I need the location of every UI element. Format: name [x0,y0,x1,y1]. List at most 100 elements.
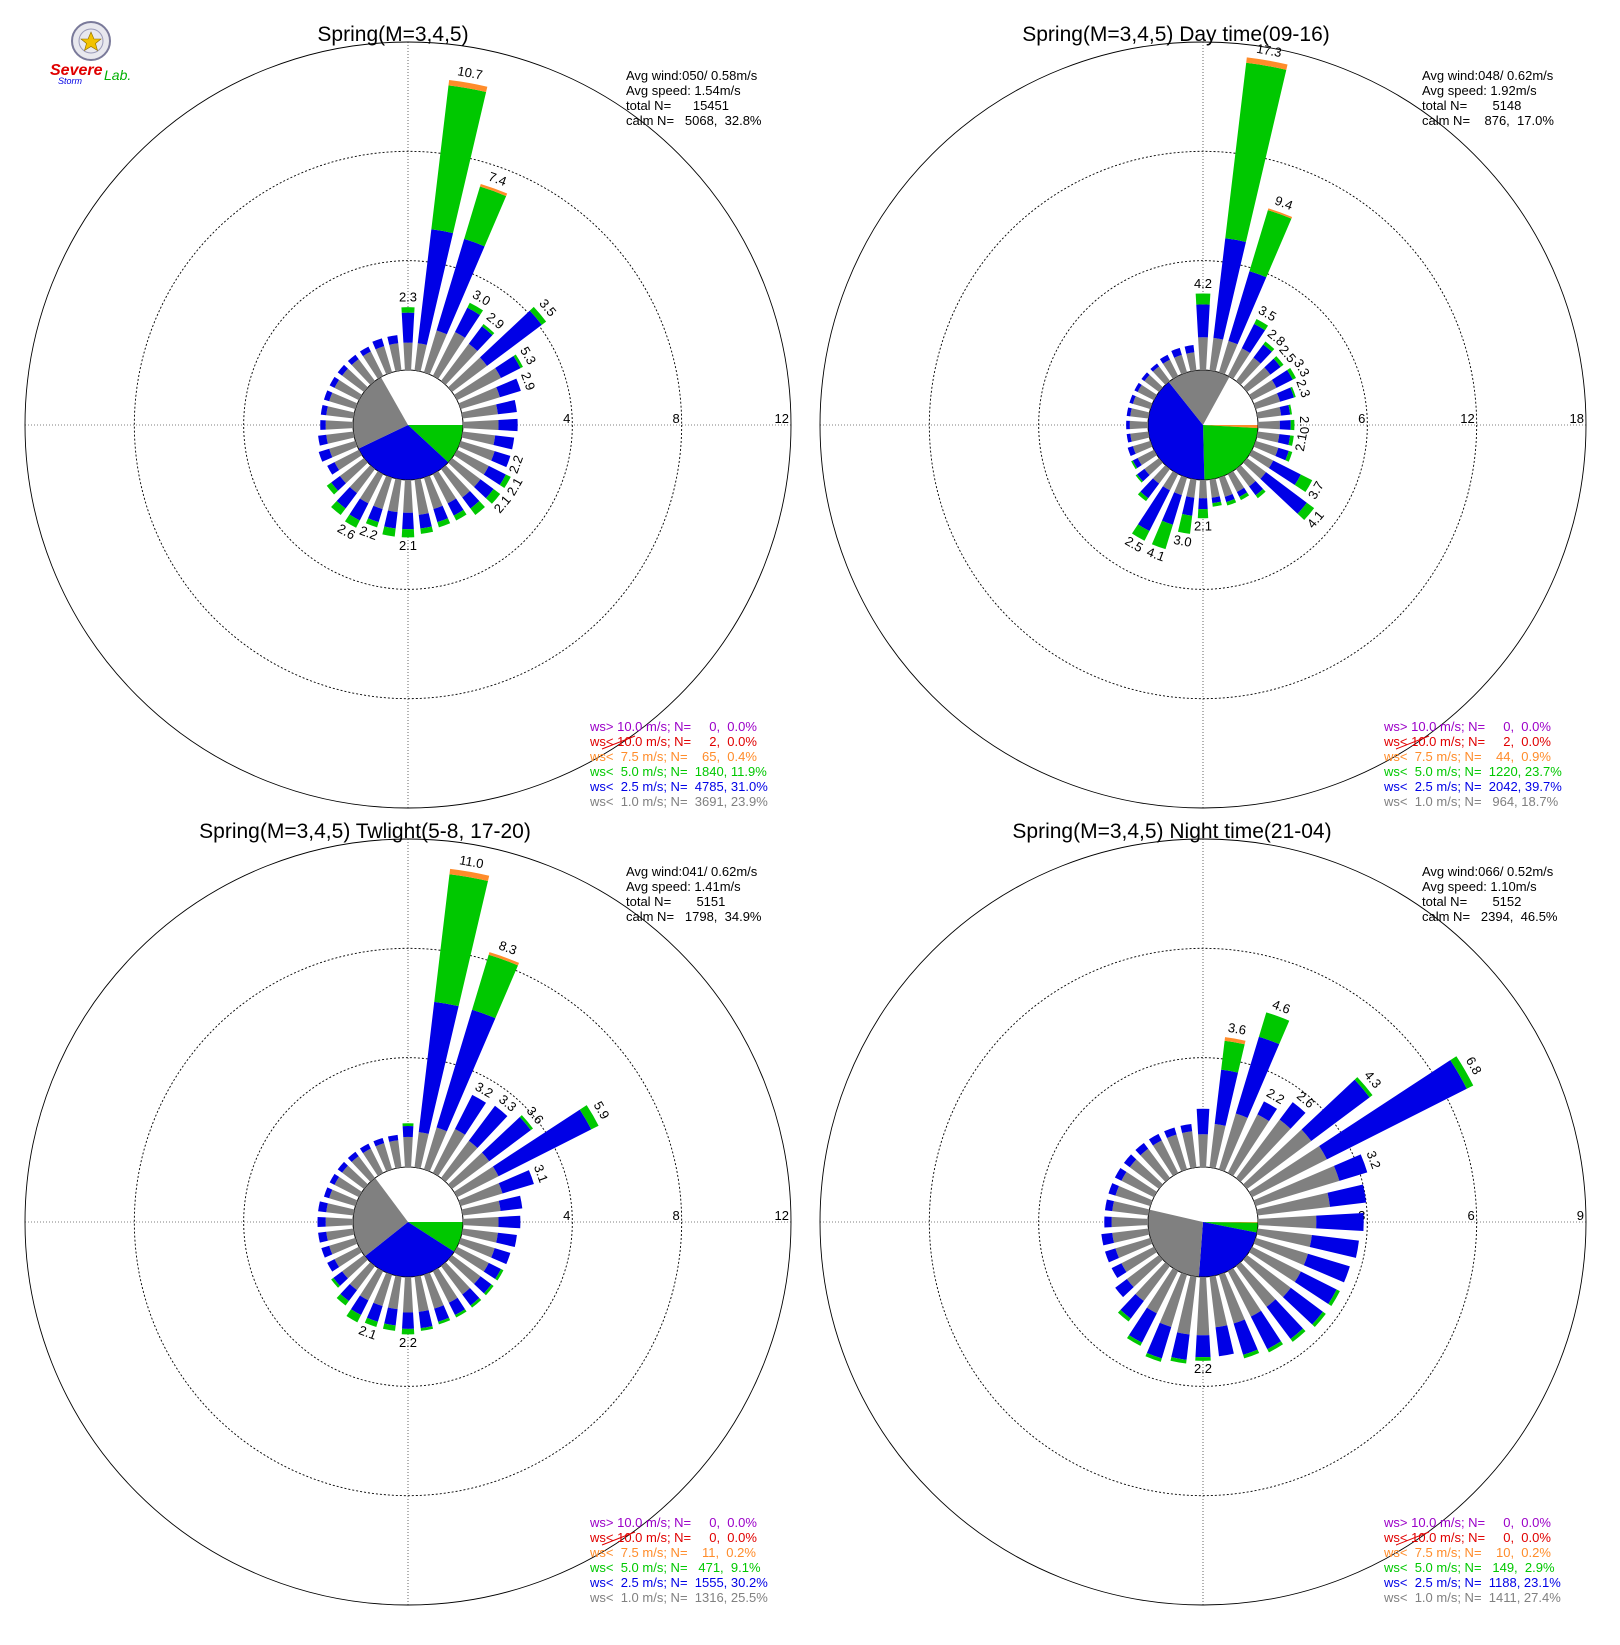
sector-bar-lt25 [1228,271,1267,345]
sector-label: 2.0 [1297,416,1312,434]
windrose-panel-2: 6 12 184.217.39.43.52.82.53.32.32.02.13.74… [819,23,1587,809]
sector-bar-lt10 [351,359,376,385]
range-ring [928,150,1478,700]
sector-bar-lt10 [1243,1254,1291,1298]
sector-bar-lt10 [359,1268,384,1301]
sector-bar-lt50 [1195,1356,1211,1361]
sector-bar-lt50 [438,1317,451,1325]
sector-bar-lt25 [333,1271,348,1286]
sector-bar-lt10 [1166,1134,1188,1172]
sector-bar-lt25 [1277,434,1291,446]
sector-bar-lt25 [436,238,485,335]
sector-bar-lt25 [401,312,415,343]
severe-storm-lab-logo: Severe Storm Lab. [50,21,131,86]
sector-bar-lt25 [340,1284,358,1302]
sector-bar-lt25 [1196,1108,1210,1135]
sector-bar-lt25 [1211,496,1221,504]
sector-bar-lt10 [454,1166,499,1198]
sector-label: 2.2 [1194,1361,1212,1376]
sector-bar-lt25 [347,354,359,365]
sector-bar-lt25 [1171,1332,1190,1360]
legend-strike-mark [1395,735,1430,750]
ring-label: 18 [1570,411,1584,426]
legend-strike-mark [601,1531,636,1546]
sector-bar-lt25 [372,338,385,350]
sector-bar-lt25 [496,399,517,415]
sector-bar-lt10 [1198,1134,1208,1168]
sector-bar-lt50 [483,1284,494,1296]
sector-bar-lt50 [331,1277,341,1288]
range-ring [243,260,573,590]
sector-bar-lt10 [325,420,354,430]
sector-bar-lt10 [1257,1215,1317,1229]
sector-bar-lt10 [432,1268,458,1303]
logo-seal-inner-ring [78,28,104,54]
windrose-panels: 4 8 122.310.77.43.02.93.55.32.92.22.12.12.… [24,23,1587,1606]
legend-strike-mark [1395,1531,1430,1546]
sector-bar-lt10 [334,379,362,401]
ring-label: 8 [672,1208,679,1223]
sector-bar-lt10 [1152,366,1171,385]
sector-bar-lt10 [1162,471,1179,491]
sector-bar-lt50 [1290,386,1296,398]
sector-bar-lt50 [420,526,434,534]
sector-bar-lt10 [349,1262,376,1291]
stats-line: Avg wind:048/ 0.62m/s [1422,68,1554,83]
panel-title: Spring(M=3,4,5) Night time(21-04) [1012,820,1331,843]
sector-bar-lt10 [1137,449,1157,466]
sector-bar-lt25 [1309,1234,1359,1258]
sector-bar-lt10 [1159,1272,1188,1327]
sector-bar-lt25 [320,404,328,416]
sector-bar-lt10 [1235,357,1261,385]
sector-bar-lt50 [1285,450,1293,462]
sector-bar-lt10 [1198,337,1208,371]
sector-bar-lt10 [1174,475,1188,496]
sector-bar-lt50 [454,1309,467,1318]
sector-bar-lt10 [440,1140,478,1182]
sector-bar-lt10 [1209,1275,1228,1328]
sector-bar-lt25 [402,1312,414,1329]
sector-bar-lt25 [1257,1101,1278,1122]
sector-bar-lt25 [318,448,333,462]
sector-bar-lt25 [359,1143,371,1154]
sector-bar-lt10 [334,449,362,471]
sector-bar-lt25 [1146,1322,1172,1359]
sector-bar-lt10 [1132,396,1153,410]
sector-bar-lt10 [329,1237,358,1255]
sector-bar-lt50 [365,518,379,528]
range-ring [928,947,1478,1497]
sector-bar-lt10 [326,1228,355,1241]
sector-bar-lt25 [327,1259,340,1272]
sector-bar-lt10 [1218,1113,1248,1172]
sector-label: 2.1 [1292,432,1310,452]
sector-bar-lt10 [1249,449,1274,469]
sector-bar-lt25 [1134,382,1142,392]
sector-label: 2.3 [399,290,417,305]
sector-bar-lt25 [318,434,328,446]
sector-bar-lt25 [1126,433,1132,443]
legend-entry: ws< 7.5 m/s; N= 65, 0.4% [589,749,757,764]
sector-bar-lt50 [1212,501,1222,507]
calm-pie-slice-lt10ms [1148,1209,1203,1277]
sector-bar-lt50 [346,1309,362,1323]
sector-bar-lt25 [1250,1310,1282,1350]
sector-bar-lt25 [329,1173,340,1185]
sector-bar-lt50 [431,85,487,234]
sector-bar-lt25 [1182,496,1195,516]
legend-entry: ws< 1.0 m/s; N= 1316, 25.5% [589,1590,768,1605]
sector-bar-lt10 [375,346,393,375]
sector-bar-lt10 [1227,1114,1270,1176]
logo-lab-text: Lab. [104,67,131,83]
sector-bar-lt10 [1129,1159,1163,1190]
sector-bar-lt25 [336,487,358,509]
sector-bar-lt75 [488,952,520,966]
sector-bar-lt10 [387,1275,402,1310]
sector-bar-lt75 [448,79,488,93]
sector-bar-lt25 [1161,492,1182,525]
sector-bar-lt10 [1182,1131,1197,1169]
sector-bar-lt10 [342,1254,368,1279]
legend-entry: ws< 1.0 m/s; N= 964, 18.7% [1383,794,1559,809]
sector-bar-lt25 [481,1116,531,1162]
range-ring [243,1057,573,1387]
